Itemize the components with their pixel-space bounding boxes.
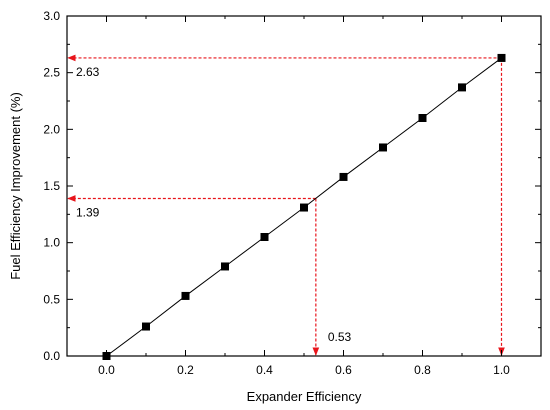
y-tick-label: 1.5 (43, 179, 60, 193)
x-tick-label: 0.8 (414, 363, 431, 377)
data-point (497, 53, 506, 62)
annotation-label-0.53: 0.53 (328, 330, 352, 344)
data-series (102, 53, 506, 360)
plot-frame (66, 15, 542, 357)
annotation-guides: 2.63 1.39 0.53 (67, 54, 505, 356)
data-point (339, 172, 348, 181)
data-point (221, 262, 229, 271)
y-tick-label: 3.0 (43, 9, 60, 23)
data-point (260, 233, 269, 241)
data-point (458, 83, 466, 92)
x-tick-label: 0.4 (256, 363, 273, 377)
y-tick-label: 2.5 (43, 66, 60, 80)
annotation-label-2.63: 2.63 (76, 65, 100, 79)
x-tick-label: 0.6 (335, 363, 352, 377)
x-tick-label: 0.0 (98, 363, 115, 377)
data-point (181, 291, 190, 300)
x-axis-label: Expander Efficiency (247, 389, 362, 404)
data-point (300, 203, 308, 212)
annotation-label-1.39: 1.39 (76, 205, 100, 219)
data-point (418, 114, 427, 122)
axes: 0.0 0.2 0.4 0.6 0.8 1.0 0.0 0.5 1.0 1.5 2.0 2.5 3.0 (43, 9, 542, 377)
y-axis-label: Fuel Efficiency Improvement (%) (8, 92, 23, 280)
x-tick-label: 0.2 (177, 363, 194, 377)
data-point (142, 322, 150, 331)
y-tick-label: 1.0 (43, 236, 60, 250)
x-tick-label: 1.0 (493, 363, 510, 377)
y-tick-label: 0.5 (43, 292, 60, 306)
data-point (379, 143, 387, 152)
y-tick-label: 2.0 (43, 122, 60, 136)
y-tick-label: 0.0 (43, 349, 60, 363)
